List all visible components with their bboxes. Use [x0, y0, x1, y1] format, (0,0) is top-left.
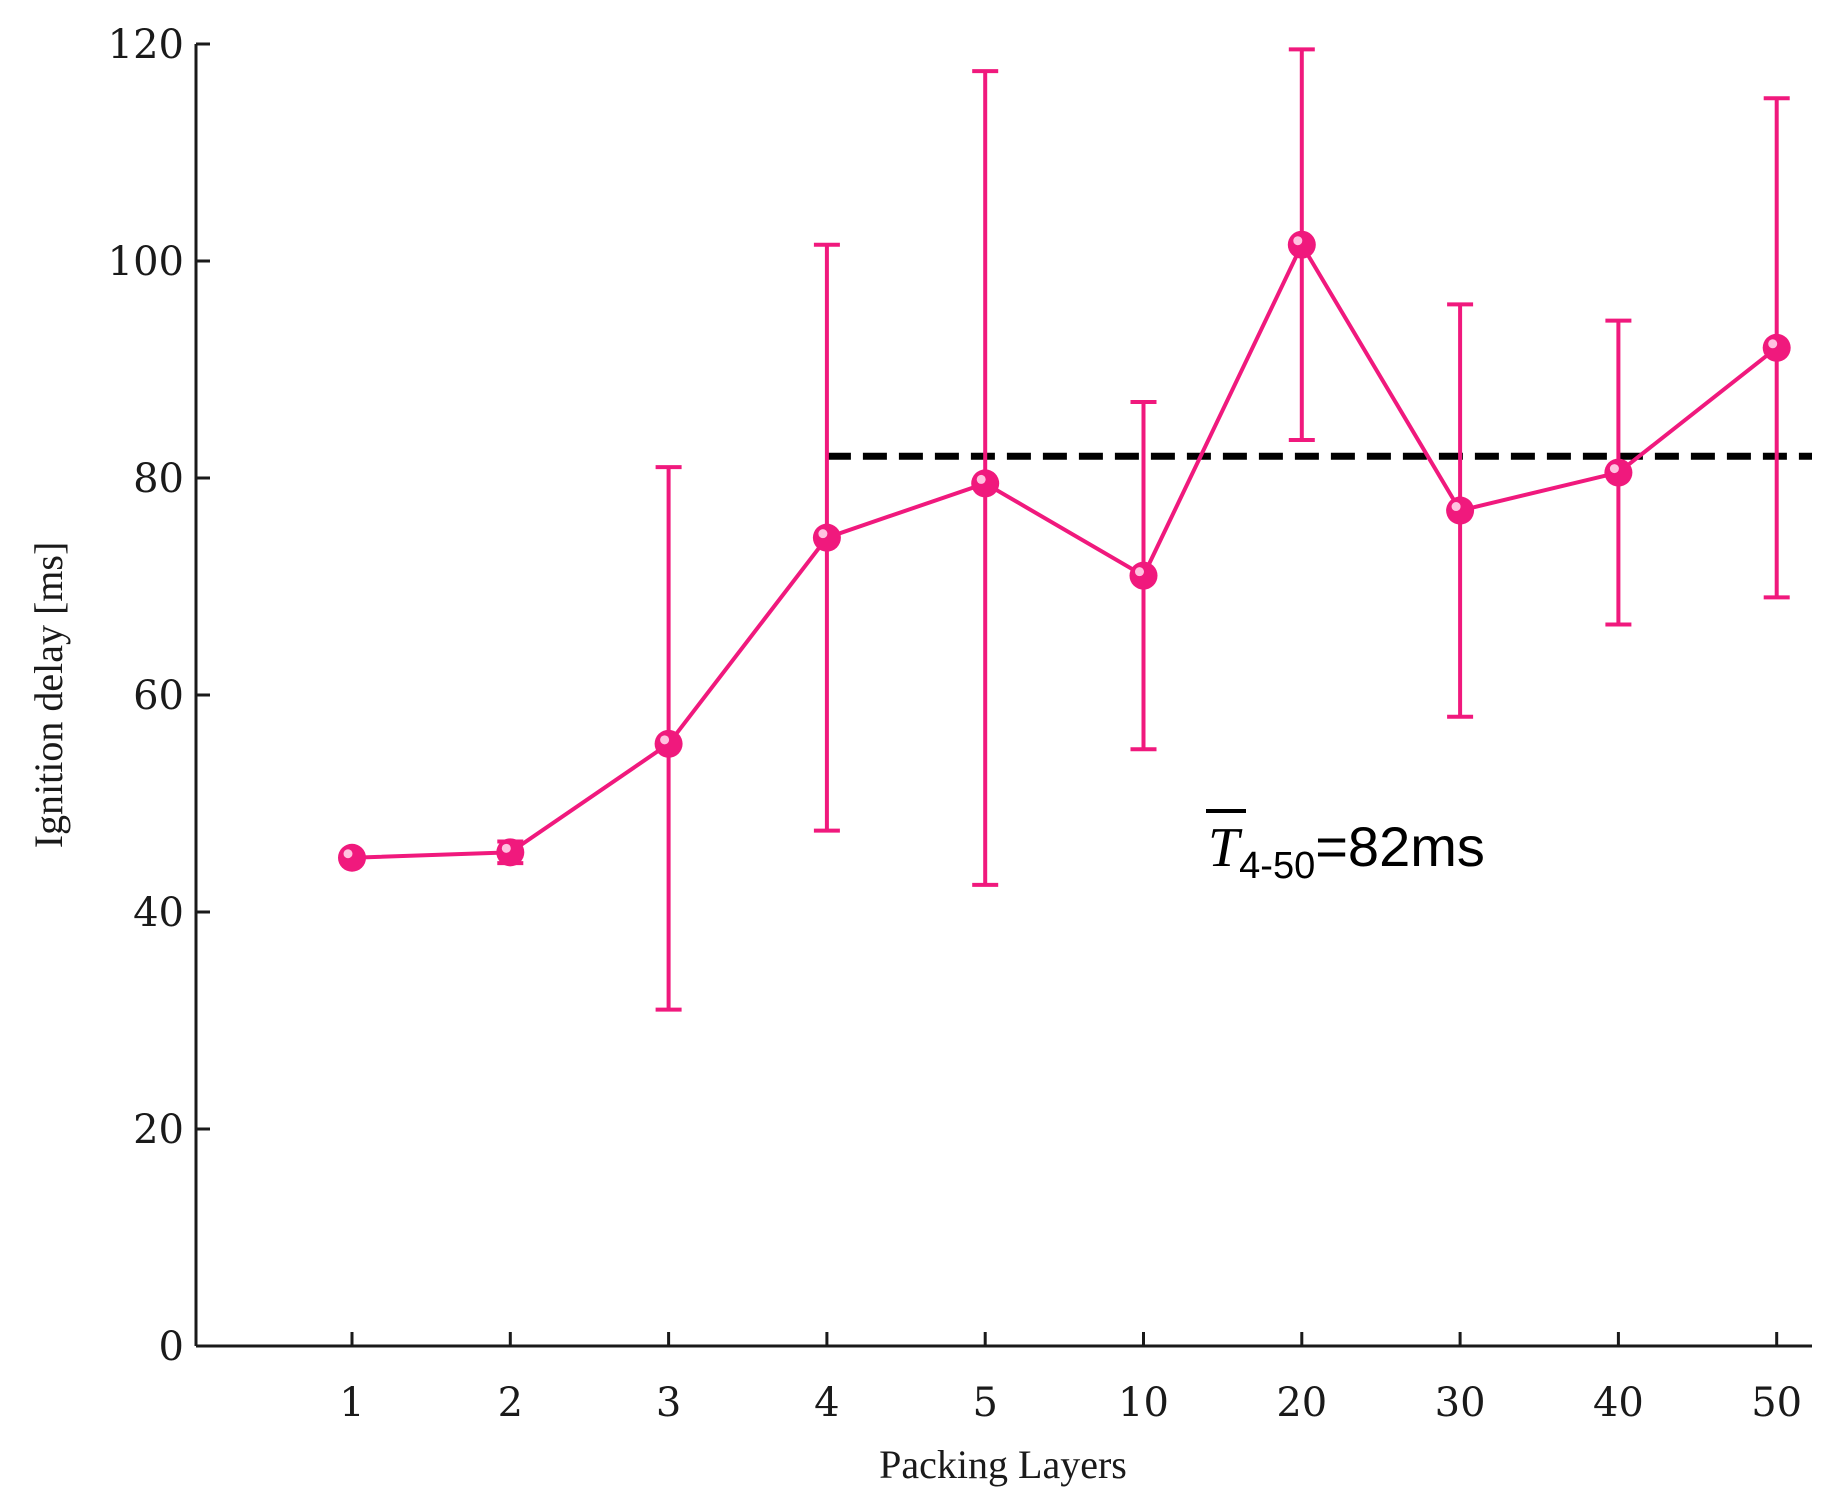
data-point-highlight: [1768, 339, 1778, 349]
data-point: [1762, 333, 1791, 362]
data-point-highlight: [818, 529, 828, 539]
data-point: [654, 729, 683, 758]
series-layer: [338, 47, 1791, 1012]
x-tick-label: 1: [339, 1380, 364, 1426]
data-point-highlight: [1609, 464, 1619, 474]
axes-layer: 0 20 40 60 80 100 120 1 2 3 4 5 10 20 30 40 50: [108, 22, 1812, 1426]
data-point-highlight: [1293, 236, 1303, 246]
series-line: [351, 240, 1778, 860]
data-point-highlight: [1135, 567, 1144, 577]
annotation-text: T4-50=82ms: [1208, 815, 1485, 887]
mean-annotation: T4-50=82ms: [1206, 809, 1485, 887]
annotation-value: =82ms: [1315, 815, 1485, 878]
x-tick-label: 3: [656, 1380, 681, 1426]
data-point: [971, 469, 1000, 498]
data-point: [1287, 230, 1316, 259]
x-tick-label: 20: [1276, 1380, 1327, 1426]
y-tick-label: 80: [133, 456, 184, 502]
x-tick-label: 40: [1593, 1380, 1644, 1426]
x-tick-label: 30: [1435, 1380, 1486, 1426]
data-point: [812, 523, 841, 552]
data-point-highlight: [976, 474, 986, 484]
x-axis-label: Packing Layers: [879, 1442, 1127, 1487]
data-point-highlight: [343, 849, 353, 859]
y-tick-label: 40: [133, 890, 184, 936]
y-tick-label: 20: [133, 1107, 184, 1153]
y-tick-label: 0: [159, 1324, 184, 1370]
x-tick-label: 4: [814, 1380, 839, 1426]
y-axis-label: Ignition delay [ms]: [26, 542, 71, 849]
data-point: [1446, 496, 1475, 525]
annotation-subscript: 4-50: [1239, 845, 1315, 887]
data-point: [496, 838, 525, 867]
y-tick-label: 60: [133, 673, 184, 719]
y-tick-label: 100: [108, 239, 184, 285]
data-point-highlight: [1451, 502, 1461, 512]
data-point-highlight: [501, 843, 511, 853]
x-tick-label: 2: [498, 1380, 523, 1426]
data-point: [338, 843, 366, 872]
annotation-symbol: T: [1208, 817, 1243, 879]
data-point-highlight: [660, 735, 670, 745]
data-point: [1604, 458, 1633, 487]
x-tick-label: 5: [972, 1380, 997, 1426]
x-tick-label: 10: [1118, 1380, 1169, 1426]
x-tick-label: 50: [1751, 1380, 1802, 1426]
data-point: [1129, 561, 1158, 590]
y-tick-label: 120: [108, 22, 184, 68]
